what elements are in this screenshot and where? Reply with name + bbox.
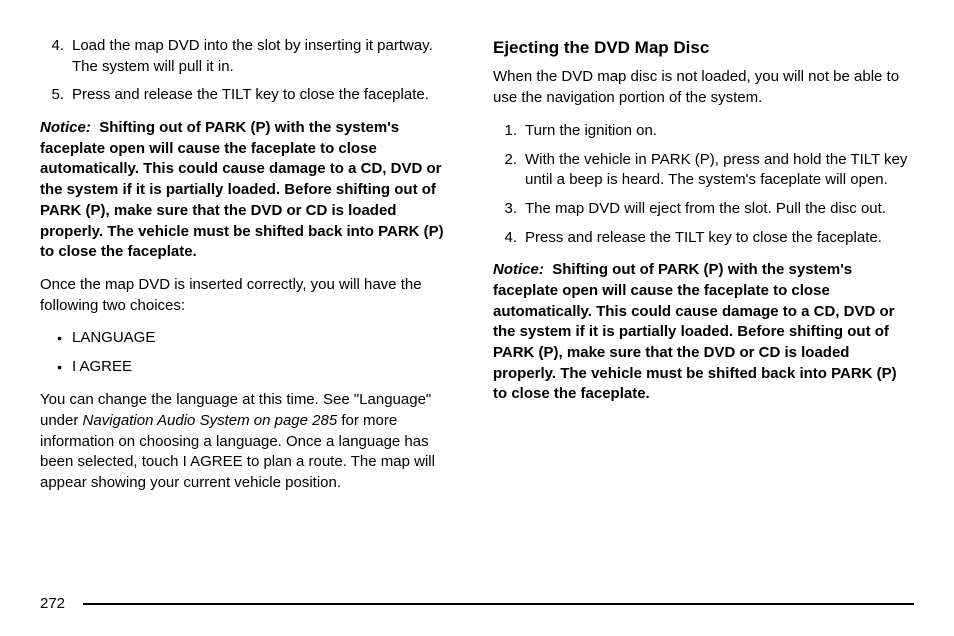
footer-rule bbox=[83, 603, 914, 605]
left-notice: Notice: Shifting out of PARK (P) with th… bbox=[40, 118, 461, 263]
left-steps-list: 4. Load the map DVD into the slot by ins… bbox=[40, 36, 461, 106]
right-column: Ejecting the DVD Map Disc When the DVD m… bbox=[493, 36, 914, 576]
list-item: 2. With the vehicle in PARK (P), press a… bbox=[493, 150, 914, 191]
list-item: 4. Press and release the TILT key to clo… bbox=[493, 228, 914, 249]
step-number: 1. bbox=[493, 121, 525, 142]
list-item: 4. Load the map DVD into the slot by ins… bbox=[40, 36, 461, 77]
step-text: With the vehicle in PARK (P), press and … bbox=[525, 150, 914, 191]
step-text: Press and release the TILT key to close … bbox=[72, 85, 461, 106]
step-text: The map DVD will eject from the slot. Pu… bbox=[525, 199, 914, 220]
step-text: Load the map DVD into the slot by insert… bbox=[72, 36, 461, 77]
left-column: 4. Load the map DVD into the slot by ins… bbox=[40, 36, 461, 576]
list-item: 5. Press and release the TILT key to clo… bbox=[40, 85, 461, 106]
step-number: 2. bbox=[493, 150, 525, 191]
left-paragraph-2: You can change the language at this time… bbox=[40, 390, 461, 493]
bullet-text: LANGUAGE bbox=[72, 328, 461, 349]
step-number: 4. bbox=[493, 228, 525, 249]
list-item: • I AGREE bbox=[40, 357, 461, 378]
list-item: 3. The map DVD will eject from the slot.… bbox=[493, 199, 914, 220]
right-steps-list: 1. Turn the ignition on. 2. With the veh… bbox=[493, 121, 914, 248]
step-number: 4. bbox=[40, 36, 72, 77]
notice-text: Shifting out of PARK (P) with the system… bbox=[493, 261, 897, 402]
right-intro: When the DVD map disc is not loaded, you… bbox=[493, 67, 914, 108]
right-notice: Notice: Shifting out of PARK (P) with th… bbox=[493, 260, 914, 405]
bullet-icon: • bbox=[40, 357, 72, 378]
page-footer: 272 bbox=[40, 595, 914, 612]
notice-text: Shifting out of PARK (P) with the system… bbox=[40, 119, 444, 260]
notice-label: Notice: bbox=[493, 261, 544, 278]
page-columns: 4. Load the map DVD into the slot by ins… bbox=[40, 36, 914, 576]
notice-label: Notice: bbox=[40, 119, 91, 136]
step-number: 5. bbox=[40, 85, 72, 106]
step-text: Turn the ignition on. bbox=[525, 121, 914, 142]
para2-reference: Navigation Audio System on page 285 bbox=[83, 412, 338, 429]
step-number: 3. bbox=[493, 199, 525, 220]
bullet-text: I AGREE bbox=[72, 357, 461, 378]
list-item: 1. Turn the ignition on. bbox=[493, 121, 914, 142]
left-bullets: • LANGUAGE • I AGREE bbox=[40, 328, 461, 378]
left-after-notice: Once the map DVD is inserted correctly, … bbox=[40, 275, 461, 316]
page-number: 272 bbox=[40, 595, 83, 612]
list-item: • LANGUAGE bbox=[40, 328, 461, 349]
step-text: Press and release the TILT key to close … bbox=[525, 228, 914, 249]
right-heading: Ejecting the DVD Map Disc bbox=[493, 36, 914, 59]
bullet-icon: • bbox=[40, 328, 72, 349]
